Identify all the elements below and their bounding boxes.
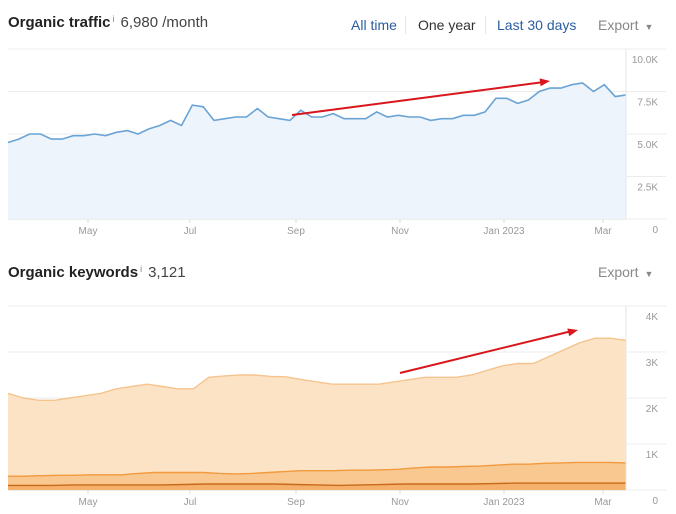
tab-last-30-days[interactable]: Last 30 days — [497, 17, 577, 33]
trend-arrow — [291, 81, 545, 116]
y-tick-label: 1K — [646, 450, 659, 461]
x-tick-label: Sep — [287, 226, 305, 237]
x-tick-label: Jan 2023 — [483, 497, 525, 508]
series-line — [8, 482, 626, 487]
y-tick-label: 2K — [646, 404, 659, 415]
x-tick-label: Jul — [184, 226, 197, 237]
series-line — [7, 337, 627, 401]
y-tick-label: 0 — [652, 225, 658, 236]
keywords-export-button[interactable]: Export ▼ — [598, 264, 653, 280]
x-tick-label: Mar — [594, 226, 612, 237]
arrow-head-icon — [567, 328, 578, 337]
series-line — [7, 82, 627, 144]
x-tick-label: Sep — [287, 497, 305, 508]
caret-down-icon: ▼ — [644, 269, 654, 279]
y-tick-label: 5.0K — [637, 140, 658, 151]
x-tick-label: Mar — [594, 497, 612, 508]
x-tick-label: Nov — [391, 497, 409, 508]
tab-one-year[interactable]: One year — [418, 17, 476, 33]
x-tick-label: Jan 2023 — [483, 226, 525, 237]
y-tick-label: 10.0K — [632, 55, 658, 66]
series-area — [8, 462, 626, 490]
y-tick-label: 3K — [646, 358, 659, 369]
series-area — [8, 338, 626, 490]
x-tick-label: Nov — [391, 226, 409, 237]
arrow-head-icon — [539, 78, 550, 87]
series-area — [8, 83, 626, 219]
traffic-title: Organic traffic — [8, 14, 111, 31]
tab-all-time[interactable]: All time — [351, 17, 397, 33]
y-tick-label: 7.5K — [637, 98, 658, 109]
traffic-header: Organic traffic i 6,980 /month — [8, 14, 208, 31]
keywords-value: 3,121 — [148, 264, 186, 281]
x-tick-label: Jul — [184, 497, 197, 508]
traffic-export-button[interactable]: Export ▼ — [598, 17, 653, 33]
traffic-chart: 10.0K 7.5K 5.0K 2.5K 0 May Jul Sep Nov Jan 2023 Ma… — [7, 48, 666, 237]
export-label: Export — [598, 17, 639, 33]
keywords-header: Organic keywords i 3,121 — [8, 264, 186, 281]
divider — [405, 16, 406, 34]
y-tick-label: 0 — [652, 496, 658, 507]
info-icon[interactable]: i — [112, 14, 115, 24]
info-icon[interactable]: i — [140, 264, 143, 274]
trend-arrow — [399, 330, 573, 374]
caret-down-icon: ▼ — [644, 22, 654, 32]
keywords-title: Organic keywords — [8, 264, 139, 281]
x-tick-label: May — [79, 497, 98, 508]
divider — [485, 16, 486, 34]
export-label: Export — [598, 264, 639, 280]
y-tick-label: 2.5K — [637, 183, 658, 194]
x-tick-label: May — [79, 226, 98, 237]
y-tick-label: 4K — [646, 312, 659, 323]
traffic-value: 6,980 /month — [120, 14, 209, 31]
series-area — [8, 483, 626, 490]
series-line — [8, 461, 627, 477]
